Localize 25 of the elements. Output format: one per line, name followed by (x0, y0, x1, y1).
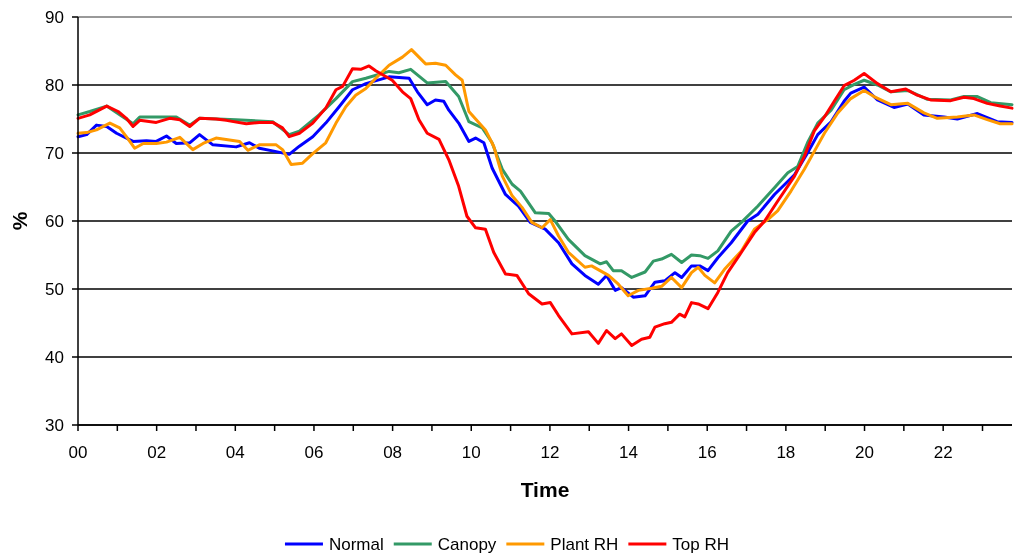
x-tick-label: 22 (933, 442, 953, 462)
legend-label: Canopy (437, 534, 497, 554)
legend-label: Top RH (672, 534, 730, 554)
x-tick-label: 14 (619, 442, 639, 462)
y-tick-label: 80 (45, 75, 64, 95)
x-tick-label: 18 (776, 442, 796, 462)
y-tick-label: 90 (45, 7, 64, 27)
y-tick-label: 40 (45, 347, 64, 367)
x-tick-label: 00 (68, 442, 88, 462)
x-tick-label: 10 (461, 442, 481, 462)
y-tick-label: 60 (45, 211, 64, 231)
x-tick-label: 12 (540, 442, 560, 462)
x-tick-label: 16 (697, 442, 717, 462)
y-tick-label: 50 (45, 279, 64, 299)
legend-label: Normal (328, 534, 384, 554)
x-tick-label: 02 (147, 442, 167, 462)
legend-label: Plant RH (550, 534, 619, 554)
x-tick-label: 04 (225, 442, 245, 462)
y-tick-label: 70 (45, 143, 64, 163)
x-tick-label: 08 (383, 442, 403, 462)
y-axis-title: % (7, 211, 31, 231)
y-tick-label: 30 (45, 415, 64, 435)
x-tick-label: 06 (304, 442, 324, 462)
x-tick-label: 20 (855, 442, 874, 462)
x-axis-title: Time (520, 477, 570, 501)
